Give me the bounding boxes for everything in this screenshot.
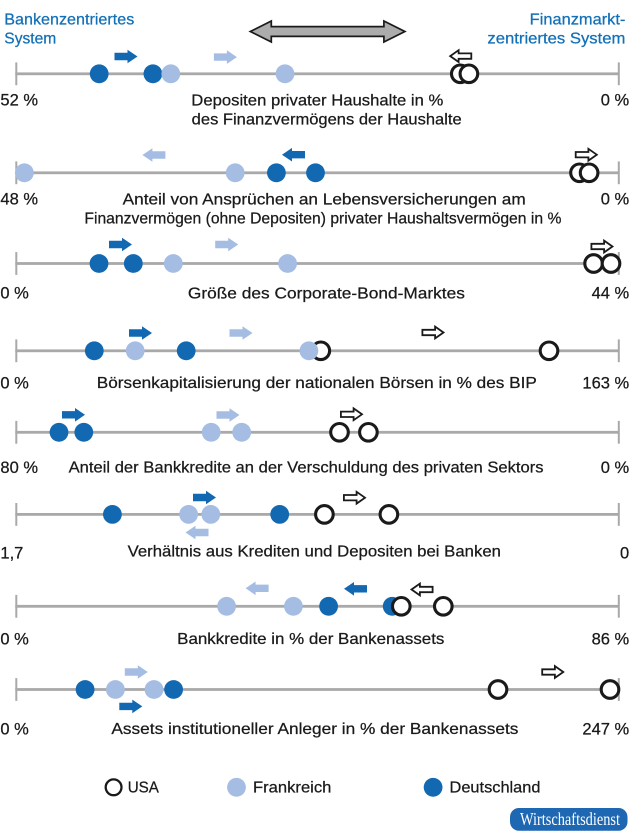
svg-text:Frankreich: Frankreich	[253, 780, 331, 797]
svg-text:0 %: 0 %	[601, 459, 630, 477]
svg-text:247 %: 247 %	[582, 720, 629, 738]
svg-text:0 %: 0 %	[0, 720, 29, 738]
svg-text:0 %: 0 %	[0, 374, 29, 392]
svg-text:Anteil von Ansprüchen an Leben: Anteil von Ansprüchen an Lebensversicher…	[123, 192, 526, 209]
svg-text:80 %: 80 %	[0, 459, 38, 477]
svg-text:86 %: 86 %	[592, 630, 630, 648]
svg-text:0 %: 0 %	[601, 92, 630, 110]
svg-text:0 %: 0 %	[0, 285, 29, 303]
svg-text:zentriertes System: zentriertes System	[487, 30, 625, 47]
svg-text:System: System	[4, 30, 56, 47]
svg-text:Finanzvermögen (ohne Depositen: Finanzvermögen (ohne Depositen) privater…	[84, 211, 561, 228]
svg-text:48 %: 48 %	[0, 191, 38, 209]
svg-text:163 %: 163 %	[582, 374, 629, 392]
svg-text:Deutschland: Deutschland	[450, 780, 541, 797]
svg-text:Finanzmarkt-: Finanzmarkt-	[530, 11, 626, 28]
svg-text:Assets institutioneller Anlege: Assets institutioneller Anleger in % der…	[111, 721, 518, 738]
svg-text:Bankenzentriertes: Bankenzentriertes	[4, 11, 134, 28]
svg-text:52 %: 52 %	[0, 92, 38, 110]
svg-text:Börsenkapitalisierung der nati: Börsenkapitalisierung der nationalen Bör…	[97, 375, 537, 392]
svg-text:Wirtschaftsdienst: Wirtschaftsdienst	[520, 809, 620, 829]
svg-text:Depositen privater Haushalte i: Depositen privater Haushalte in %	[191, 92, 443, 109]
svg-text:0: 0	[620, 545, 629, 563]
svg-text:44 %: 44 %	[592, 285, 630, 303]
svg-text:Bankkredite in % der Bankenass: Bankkredite in % der Bankenassets	[177, 631, 444, 648]
svg-text:0 %: 0 %	[0, 630, 29, 648]
svg-text:des Finanzvermögens der Hausha: des Finanzvermögens der Haushalte	[192, 112, 462, 129]
svg-text:1,7: 1,7	[0, 545, 23, 563]
svg-text:Größe des Corporate-Bond-Markt: Größe des Corporate-Bond-Marktes	[188, 285, 465, 302]
svg-text:Anteil der Bankkredite an der: Anteil der Bankkredite an der Verschuldu…	[69, 460, 544, 477]
svg-text:0 %: 0 %	[601, 191, 630, 209]
svg-text:USA: USA	[128, 780, 160, 797]
svg-text:Verhältnis aus Krediten und De: Verhältnis aus Krediten und Depositen be…	[128, 544, 501, 561]
